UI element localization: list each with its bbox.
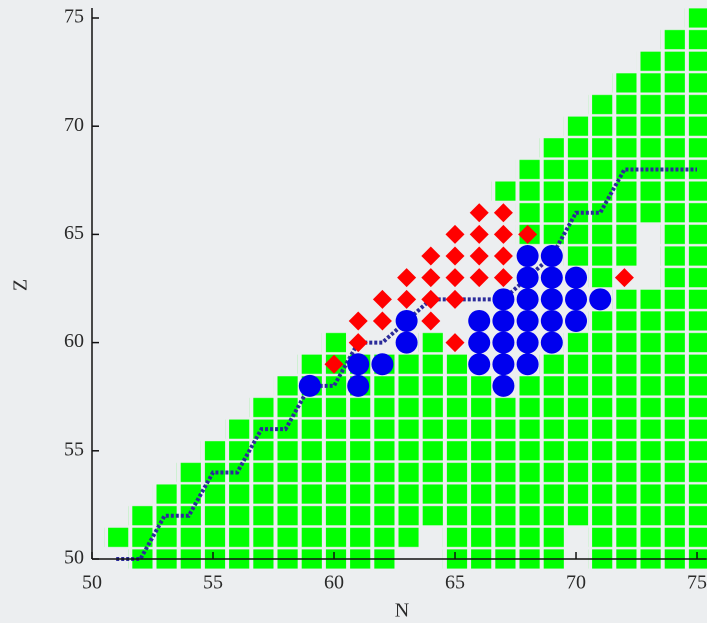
circle [347,374,370,397]
nuclide-column [660,28,685,570]
nuclide-column [442,353,468,570]
diamond [324,354,344,374]
diamond [469,246,489,266]
nuclide-column [418,331,443,527]
y-axis-label: Z [10,279,32,291]
nuclide-column [539,353,564,570]
nuclide-column [588,93,613,289]
nuclide-column [104,526,129,549]
diamond [397,268,417,288]
x-tick-label: 60 [324,572,344,594]
circle [468,331,491,354]
circle [565,309,588,332]
plot-area [104,7,707,570]
diamond [348,311,368,331]
circle [298,374,321,397]
y-tick-label: 55 [64,438,84,460]
x-tick-label: 65 [445,572,465,594]
diamond [445,333,465,353]
circle [395,309,418,332]
x-tick-label: 55 [203,572,223,594]
nuclide-column [491,396,516,570]
circle [516,353,539,376]
circle [468,309,491,332]
diamond [493,224,513,244]
circle [492,331,515,354]
diamond [445,289,465,309]
nuclide-column [273,375,298,570]
nuclide-column [563,115,589,267]
x-tick-label: 70 [566,572,586,594]
circle [540,266,563,289]
circle [540,331,563,354]
nuclide-column [636,288,661,570]
diamond [493,268,513,288]
circle [540,245,563,268]
x-tick-label: 50 [82,572,102,594]
nuclide-column [515,375,540,570]
circle [371,353,394,376]
diamond [421,268,441,288]
circle [589,288,612,311]
nuclide-column [370,353,395,570]
x-axis-label: N [395,600,409,622]
circle [565,266,588,289]
x-tick-label: 75 [687,572,707,594]
nuclide-column [636,50,661,224]
circle [492,288,515,311]
nuclide-column [684,7,707,570]
diamond [421,246,441,266]
diamond [348,333,368,353]
nuclide-column [225,418,250,570]
circle [492,309,515,332]
circle [516,288,539,311]
diamond [469,224,489,244]
circle [516,266,539,289]
diamond [469,203,489,223]
y-tick-label: 70 [64,114,84,136]
nuclide-column [491,180,516,202]
circle [565,288,588,311]
diamond [445,246,465,266]
nuclide-column [249,396,274,570]
y-tick-label: 75 [64,6,84,28]
circle [516,331,539,354]
nuclide-column [467,375,492,570]
nuclide-column [394,353,419,549]
nuclide-column [539,137,564,246]
diamond [421,311,441,331]
diamond [614,268,634,288]
circle [468,353,491,376]
circle [395,331,418,354]
y-tick-label: 65 [64,222,84,244]
circle [516,309,539,332]
diamond [372,311,392,331]
dotted-line [116,167,698,561]
circle [492,353,515,376]
nuclide-column [563,331,589,527]
y-tick-label: 50 [64,547,84,569]
nuclide-column [588,310,613,570]
diamond [493,203,513,223]
diamond [445,224,465,244]
circle [540,309,563,332]
diamond [518,224,538,244]
diamond [493,246,513,266]
y-tick-label: 60 [64,330,84,352]
diamond [421,289,441,309]
diamond [469,268,489,288]
circle [516,245,539,268]
diamond [397,289,417,309]
circle [492,374,515,397]
nuclide-column [612,288,637,570]
nuclide-column [200,439,226,570]
nuclide-column [152,483,177,570]
circle [540,288,563,311]
circle [347,353,370,376]
diamond [372,289,392,309]
diamond [445,268,465,288]
